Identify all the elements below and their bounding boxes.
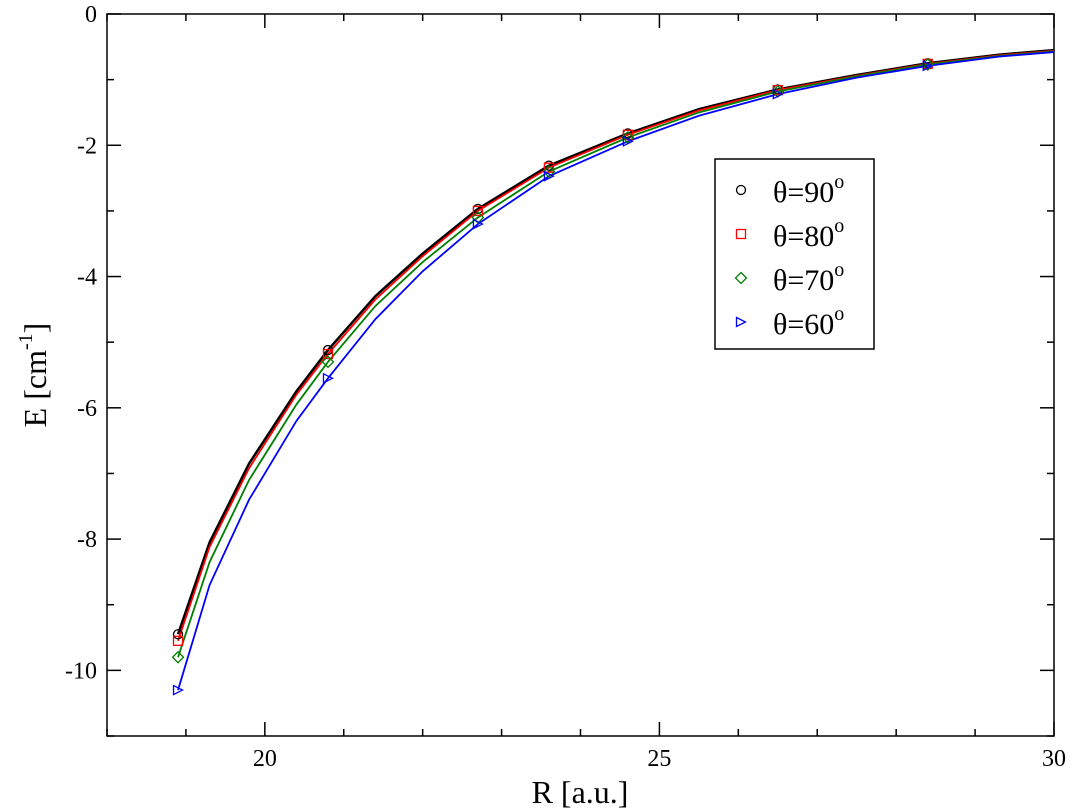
data-point	[543, 170, 555, 182]
legend-label: θ=80o	[773, 215, 844, 253]
legend-marker	[735, 228, 747, 240]
legend-label-sup: o	[834, 259, 844, 281]
x-axis-title: R [a.u.]	[532, 774, 629, 810]
data-point	[171, 650, 185, 664]
data-point	[472, 205, 484, 217]
legend-label-main: θ=60	[773, 308, 834, 341]
data-point	[542, 165, 556, 178]
x-tick-label: 30	[1042, 746, 1066, 772]
y-axis-title: E [cm-1]	[15, 323, 53, 428]
legend-label: θ=70o	[773, 259, 844, 297]
y-tick-label: -8	[77, 527, 97, 553]
legend-label-main: θ=90	[773, 176, 834, 209]
series-line	[177, 51, 1055, 691]
data-point	[772, 88, 784, 100]
legend-label: θ=90o	[773, 171, 844, 209]
series-markers	[171, 58, 935, 696]
y-tick-label: -10	[65, 658, 97, 684]
data-point	[322, 372, 334, 384]
legend-label-sup: o	[834, 303, 844, 325]
x-tick-label: 20	[253, 746, 277, 772]
legend-marker	[734, 271, 748, 285]
y-tick-label: -2	[77, 133, 97, 159]
data-point	[922, 60, 934, 72]
data-point	[321, 355, 335, 369]
data-point	[622, 135, 634, 147]
legend-box	[714, 158, 875, 350]
legend-label: θ=60o	[773, 303, 844, 341]
data-point	[543, 162, 555, 173]
legend-label-sup: o	[834, 171, 844, 193]
series-lines	[176, 48, 1055, 691]
legend-label-main: θ=80	[773, 220, 834, 253]
data-point	[322, 348, 334, 360]
data-point	[172, 684, 184, 696]
y-tick-label: -6	[77, 396, 97, 422]
data-point	[172, 629, 184, 640]
legend-marker	[735, 184, 747, 196]
legend-marker	[735, 316, 747, 328]
data-point	[921, 58, 935, 71]
series-line	[176, 48, 1055, 635]
data-point	[471, 211, 485, 224]
series-line	[177, 50, 1055, 658]
axis-ticks	[106, 13, 1055, 737]
plot-frame	[106, 13, 1055, 737]
y-axis-title-main: E [cm	[17, 350, 53, 427]
y-axis-title-close: ]	[17, 323, 53, 334]
y-tick-label: 0	[85, 2, 97, 28]
y-axis-title-sup: -1	[15, 333, 37, 350]
y-tick-label: -4	[77, 265, 97, 291]
legend-label-sup: o	[834, 215, 844, 237]
data-point	[472, 218, 484, 230]
tick-labels: 20 25 30 0 -2 -4 -6 -8 -10	[65, 2, 1066, 772]
data-point	[172, 635, 184, 646]
x-tick-label: 25	[647, 746, 671, 772]
series-line	[177, 49, 1055, 642]
legend-label-main: θ=70	[773, 264, 834, 297]
